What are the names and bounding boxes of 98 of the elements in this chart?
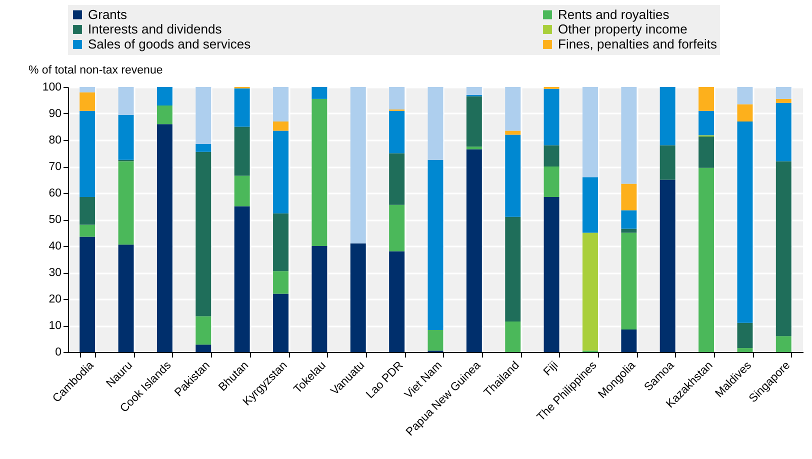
bar <box>505 216 521 322</box>
y-tick-label: 90 <box>48 108 62 120</box>
bar <box>776 161 792 336</box>
y-tick-label: 100 <box>42 82 62 94</box>
bar <box>660 180 676 352</box>
bar <box>505 130 521 135</box>
legend-label: Other property income <box>558 22 688 36</box>
bar <box>544 88 560 146</box>
bar <box>698 168 714 352</box>
bar <box>428 87 444 160</box>
bar <box>582 177 598 233</box>
bar <box>698 87 714 111</box>
bar <box>621 184 637 210</box>
bar <box>389 204 405 252</box>
bar <box>80 236 96 352</box>
bar <box>544 196 560 352</box>
legend-label: Fines, penalties and forfeits <box>558 36 718 52</box>
bar <box>776 336 792 352</box>
bar <box>582 232 598 351</box>
bar <box>466 96 482 147</box>
bar <box>273 213 288 272</box>
bar <box>737 104 753 122</box>
y-tick-label: 60 <box>48 188 62 200</box>
bar <box>273 294 288 352</box>
bar <box>428 330 444 351</box>
bar <box>156 124 172 352</box>
bar <box>466 146 482 150</box>
bar <box>118 244 134 352</box>
bar <box>273 271 288 294</box>
y-tick-label: 70 <box>48 161 62 173</box>
bar <box>156 87 172 106</box>
legend-label: Interests and dividends <box>88 22 222 36</box>
y-tick-label: 40 <box>48 240 62 252</box>
bar <box>544 145 560 166</box>
y-tick-label: 50 <box>48 214 62 226</box>
y-tick-label: 10 <box>48 320 62 332</box>
bar <box>505 322 521 352</box>
legend-label: Sales of goods and services <box>88 36 252 52</box>
bar <box>234 176 250 206</box>
legend-label: Rents and royalties <box>558 6 670 22</box>
bar <box>466 149 482 352</box>
bar <box>196 144 212 152</box>
bar <box>273 87 288 122</box>
bar <box>273 130 288 214</box>
bar <box>582 87 598 178</box>
y-axis-title: % of total non-tax revenue <box>28 64 163 76</box>
bar <box>234 126 250 176</box>
bar <box>698 110 714 136</box>
y-tick-label: 0 <box>55 346 62 358</box>
bar <box>389 110 405 154</box>
bar <box>737 322 753 348</box>
bar <box>196 87 212 144</box>
bar <box>505 87 521 131</box>
bar <box>389 87 405 110</box>
bar <box>350 243 366 352</box>
bar <box>544 166 560 197</box>
y-tick-label: 80 <box>48 134 62 146</box>
bar <box>776 102 792 162</box>
bar <box>118 87 134 115</box>
bar <box>273 121 288 131</box>
bar <box>621 232 637 330</box>
legend-label: Grants <box>88 6 128 22</box>
bar <box>505 134 521 217</box>
bar <box>80 92 96 111</box>
bar <box>234 88 250 127</box>
bar <box>196 316 212 345</box>
bar <box>389 153 405 205</box>
bar <box>428 160 444 330</box>
bar <box>660 87 676 146</box>
bar <box>80 224 96 237</box>
bar <box>466 87 482 95</box>
bar <box>80 196 96 225</box>
y-tick-label: 30 <box>48 267 62 279</box>
bar <box>156 106 172 124</box>
bar <box>389 251 405 352</box>
bar <box>196 344 212 352</box>
y-tick-label: 20 <box>48 294 62 306</box>
bar <box>621 210 637 229</box>
bar <box>660 145 676 180</box>
bar <box>776 98 792 103</box>
bar <box>118 161 134 245</box>
bar <box>737 348 753 352</box>
bar <box>80 87 96 92</box>
bar <box>698 136 714 168</box>
bar <box>350 87 366 244</box>
bar <box>776 87 792 99</box>
bar <box>312 87 328 99</box>
bar <box>196 152 212 316</box>
bar <box>234 206 250 352</box>
bar <box>80 110 96 197</box>
bar <box>737 121 753 323</box>
bar <box>737 87 753 104</box>
bar <box>312 246 328 352</box>
bar <box>118 114 134 160</box>
bar <box>621 228 637 233</box>
bar <box>312 98 328 246</box>
bar <box>621 87 637 184</box>
bar <box>621 329 637 352</box>
